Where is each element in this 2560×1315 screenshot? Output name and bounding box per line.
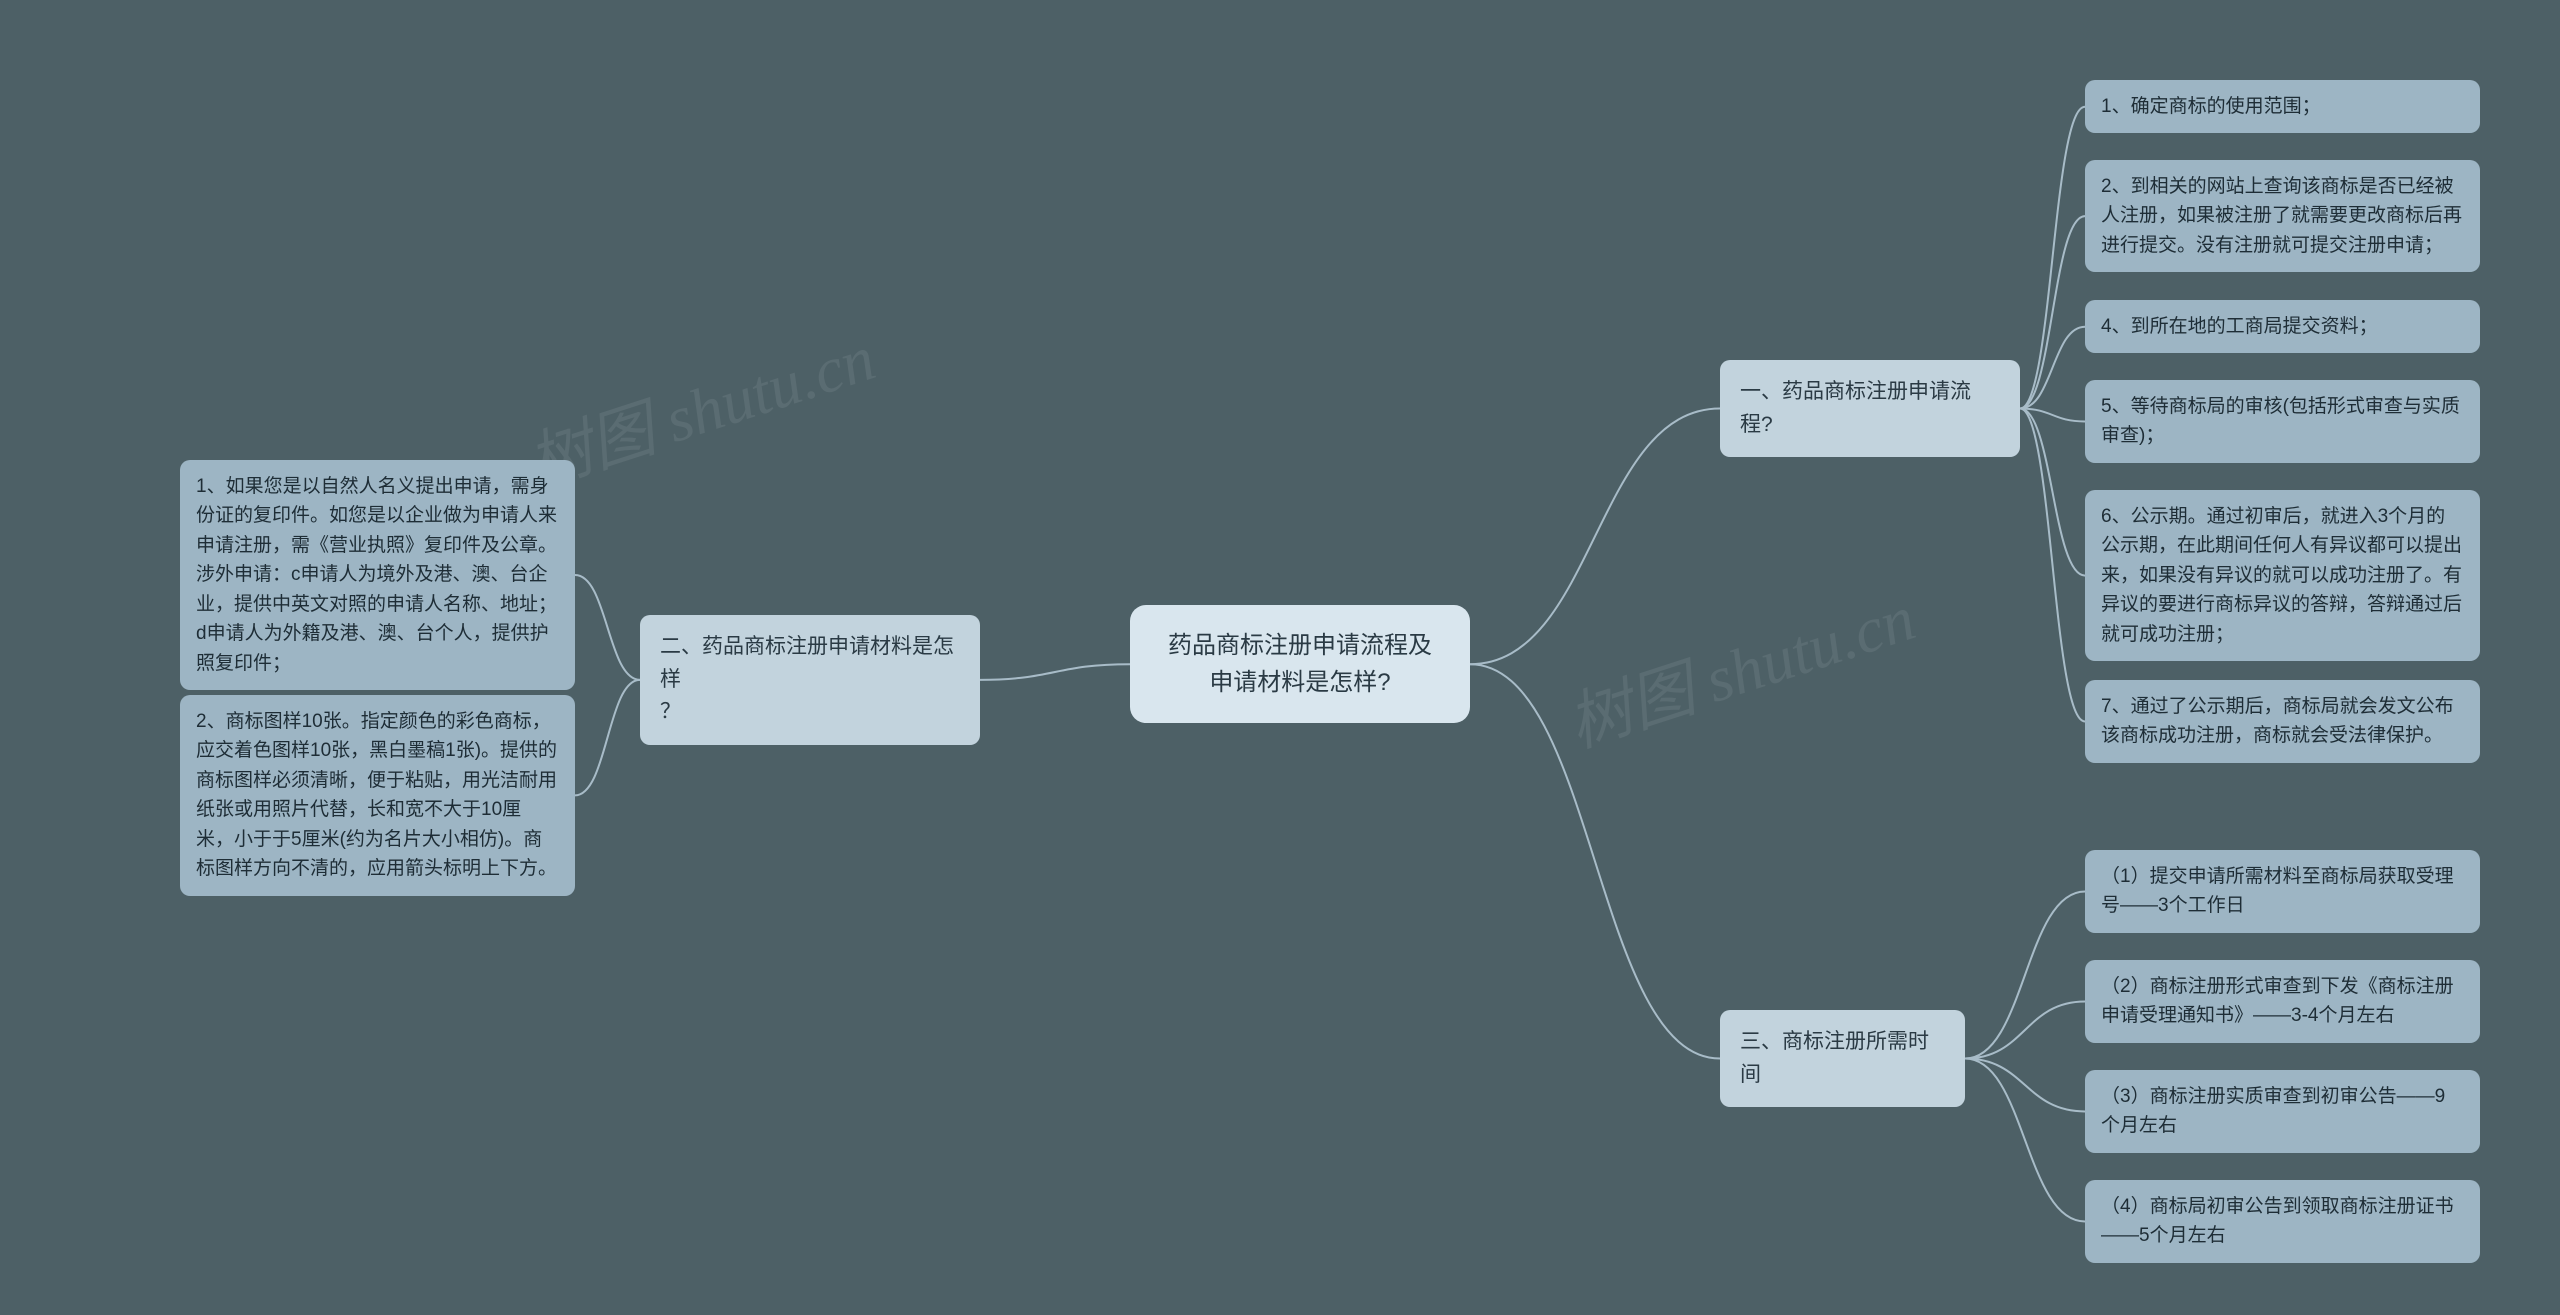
- leaf-1-3: 4、到所在地的工商局提交资料；: [2085, 300, 2480, 353]
- leaf-1-6-text: 7、通过了公示期后，商标局就会发文公布该商标成功注册，商标就会受法律保护。: [2101, 696, 2454, 746]
- branch-3-label: 三、商标注册所需时间: [1740, 1030, 1929, 1086]
- leaf-2-2-text: 2、商标图样10张。指定颜色的彩色商标，应交着色图样10张，黑白墨稿1张)。提供…: [196, 711, 557, 879]
- leaf-1-4: 5、等待商标局的审核(包括形式审查与实质审查)；: [2085, 380, 2480, 463]
- leaf-2-1-text: 1、如果您是以自然人名义提出申请，需身份证的复印件。如您是以企业做为申请人来申请…: [196, 476, 557, 674]
- leaf-1-5: 6、公示期。通过初审后，就进入3个月的公示期，在此期间任何人有异议都可以提出来，…: [2085, 490, 2480, 661]
- leaf-1-5-text: 6、公示期。通过初审后，就进入3个月的公示期，在此期间任何人有异议都可以提出来，…: [2101, 506, 2462, 645]
- branch-2-label: 二、药品商标注册申请材料是怎样？: [660, 635, 954, 723]
- root-node: 药品商标注册申请流程及申请材料是怎样?: [1130, 605, 1470, 723]
- leaf-3-3: （3）商标注册实质审查到初审公告——9个月左右: [2085, 1070, 2480, 1153]
- leaf-1-2-text: 2、到相关的网站上查询该商标是否已经被人注册，如果被注册了就需要更改商标后再进行…: [2101, 176, 2462, 256]
- leaf-1-3-text: 4、到所在地的工商局提交资料；: [2101, 316, 2378, 337]
- leaf-1-6: 7、通过了公示期后，商标局就会发文公布该商标成功注册，商标就会受法律保护。: [2085, 680, 2480, 763]
- root-label: 药品商标注册申请流程及申请材料是怎样?: [1168, 632, 1432, 696]
- leaf-3-4: （4）商标局初审公告到领取商标注册证书——5个月左右: [2085, 1180, 2480, 1263]
- branch-1-label: 一、药品商标注册申请流程?: [1740, 380, 1971, 436]
- leaf-3-2: （2）商标注册形式审查到下发《商标注册申请受理通知书》——3-4个月左右: [2085, 960, 2480, 1043]
- leaf-3-1-text: （1）提交申请所需材料至商标局获取受理号——3个工作日: [2101, 866, 2454, 916]
- leaf-1-2: 2、到相关的网站上查询该商标是否已经被人注册，如果被注册了就需要更改商标后再进行…: [2085, 160, 2480, 272]
- branch-1: 一、药品商标注册申请流程?: [1720, 360, 2020, 457]
- leaf-1-1-text: 1、确定商标的使用范围；: [2101, 96, 2321, 117]
- branch-2: 二、药品商标注册申请材料是怎样？: [640, 615, 980, 745]
- leaf-3-1: （1）提交申请所需材料至商标局获取受理号——3个工作日: [2085, 850, 2480, 933]
- leaf-3-2-text: （2）商标注册形式审查到下发《商标注册申请受理通知书》——3-4个月左右: [2101, 976, 2454, 1026]
- leaf-3-3-text: （3）商标注册实质审查到初审公告——9个月左右: [2101, 1086, 2445, 1136]
- leaf-2-2: 2、商标图样10张。指定颜色的彩色商标，应交着色图样10张，黑白墨稿1张)。提供…: [180, 695, 575, 896]
- watermark-2: 树图 shutu.cn: [1555, 567, 1925, 765]
- leaf-3-4-text: （4）商标局初审公告到领取商标注册证书——5个月左右: [2101, 1196, 2454, 1246]
- leaf-2-1: 1、如果您是以自然人名义提出申请，需身份证的复印件。如您是以企业做为申请人来申请…: [180, 460, 575, 690]
- branch-3: 三、商标注册所需时间: [1720, 1010, 1965, 1107]
- leaf-1-4-text: 5、等待商标局的审核(包括形式审查与实质审查)；: [2101, 396, 2460, 446]
- leaf-1-1: 1、确定商标的使用范围；: [2085, 80, 2480, 133]
